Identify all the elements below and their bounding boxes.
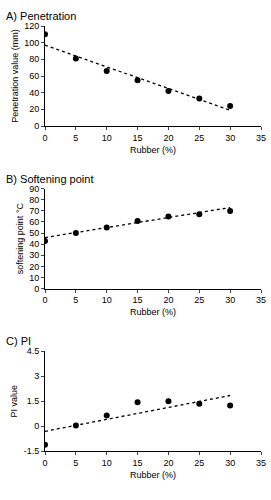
svg-text:10: 10 <box>102 133 112 143</box>
svg-text:0: 0 <box>42 295 47 305</box>
svg-text:5: 5 <box>73 295 78 305</box>
svg-text:4.5: 4.5 <box>27 346 40 356</box>
svg-text:0: 0 <box>42 458 47 468</box>
svg-text:60: 60 <box>29 71 39 81</box>
svg-text:-1.5: -1.5 <box>24 446 40 456</box>
svg-text:40: 40 <box>29 239 39 249</box>
svg-text:20: 20 <box>163 295 173 305</box>
svg-text:120: 120 <box>24 21 39 31</box>
svg-text:25: 25 <box>194 295 204 305</box>
svg-text:15: 15 <box>133 458 143 468</box>
svg-text:1.5: 1.5 <box>27 396 40 406</box>
svg-text:B) Softening point: B) Softening point <box>6 173 93 185</box>
svg-text:50: 50 <box>29 228 39 238</box>
svg-text:Rubber (%): Rubber (%) <box>130 145 176 155</box>
svg-text:0: 0 <box>34 421 39 431</box>
svg-text:15: 15 <box>133 295 143 305</box>
svg-text:Penetration value (mm): Penetration value (mm) <box>10 29 20 123</box>
svg-text:100: 100 <box>24 38 39 48</box>
svg-text:softening point °C: softening point °C <box>15 203 25 275</box>
svg-text:C) PI: C) PI <box>6 335 31 347</box>
svg-text:60: 60 <box>29 217 39 227</box>
svg-text:5: 5 <box>73 458 78 468</box>
svg-text:35: 35 <box>256 133 266 143</box>
svg-text:70: 70 <box>29 206 39 216</box>
svg-text:35: 35 <box>256 458 266 468</box>
svg-text:80: 80 <box>29 54 39 64</box>
svg-text:0: 0 <box>34 284 39 294</box>
svg-text:5: 5 <box>73 133 78 143</box>
svg-text:Rubber (%): Rubber (%) <box>130 470 176 480</box>
svg-text:15: 15 <box>133 133 143 143</box>
svg-text:35: 35 <box>256 295 266 305</box>
svg-text:30: 30 <box>29 250 39 260</box>
svg-text:30: 30 <box>225 295 235 305</box>
svg-text:90: 90 <box>29 184 39 194</box>
svg-text:PI value: PI value <box>9 385 19 418</box>
svg-text:20: 20 <box>163 458 173 468</box>
svg-text:A) Penetration: A) Penetration <box>6 10 76 22</box>
svg-text:40: 40 <box>29 88 39 98</box>
svg-text:3: 3 <box>34 371 39 381</box>
svg-text:20: 20 <box>29 104 39 114</box>
svg-text:25: 25 <box>194 458 204 468</box>
svg-text:30: 30 <box>225 458 235 468</box>
svg-text:25: 25 <box>194 133 204 143</box>
svg-text:30: 30 <box>225 133 235 143</box>
svg-text:10: 10 <box>102 295 112 305</box>
svg-text:10: 10 <box>102 458 112 468</box>
svg-text:20: 20 <box>29 262 39 272</box>
svg-text:0: 0 <box>34 121 39 131</box>
svg-text:10: 10 <box>29 273 39 283</box>
svg-text:0: 0 <box>42 133 47 143</box>
svg-text:80: 80 <box>29 195 39 205</box>
svg-text:Rubber (%): Rubber (%) <box>130 307 176 317</box>
svg-text:20: 20 <box>163 133 173 143</box>
